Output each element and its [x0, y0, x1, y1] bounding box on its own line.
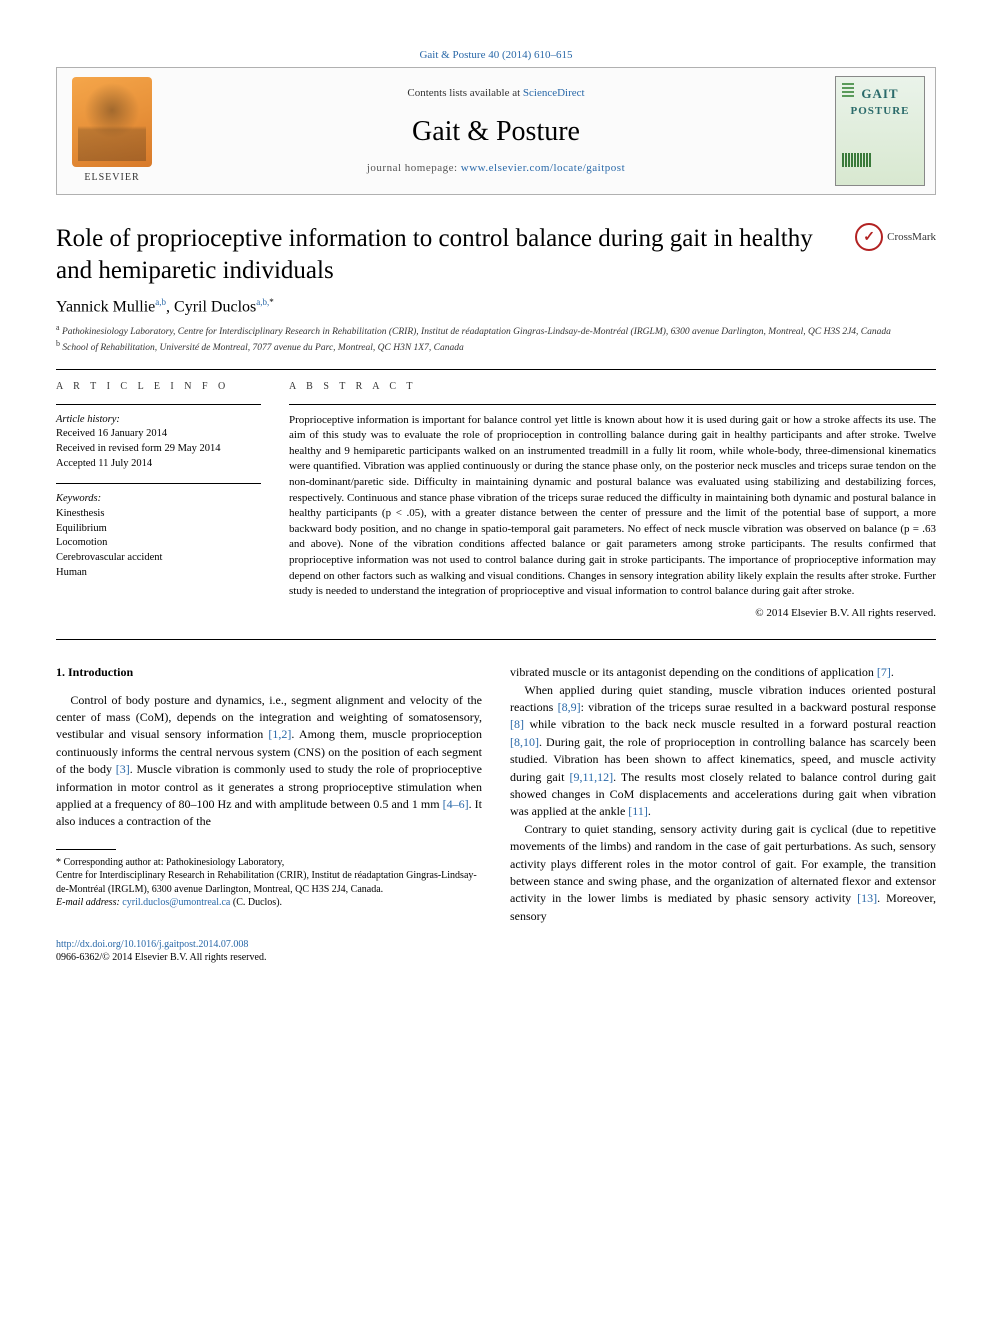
keyword: Kinesthesis [56, 507, 261, 522]
history-label: Article history: [56, 413, 261, 428]
column-left: 1. Introduction Control of body posture … [56, 664, 482, 965]
ref-link[interactable]: [9,11,12] [570, 770, 614, 784]
history-received: Received 16 January 2014 [56, 427, 261, 442]
author-1-affil: a,b [155, 297, 166, 307]
cover-text-posture: POSTURE [851, 104, 910, 119]
abstract-label: A B S T R A C T [289, 380, 936, 394]
article-info-column: A R T I C L E I N F O Article history: R… [56, 380, 261, 622]
journal-cover: GAIT POSTURE [825, 68, 935, 194]
contents-line: Contents lists available at ScienceDirec… [407, 86, 584, 101]
abstract-text: Proprioceptive information is important … [289, 413, 936, 600]
keyword: Locomotion [56, 536, 261, 551]
affiliation-b: School of Rehabilitation, Université de … [62, 343, 463, 353]
journal-title: Gait & Posture [412, 112, 580, 151]
doi-block: http://dx.doi.org/10.1016/j.gaitpost.201… [56, 938, 482, 965]
homepage-line: journal homepage: www.elsevier.com/locat… [367, 161, 625, 176]
ref-link[interactable]: [8,10] [510, 735, 539, 749]
abstract-column: A B S T R A C T Proprioceptive informati… [289, 380, 936, 622]
ref-link[interactable]: [8] [510, 717, 524, 731]
contents-prefix: Contents lists available at [407, 87, 522, 99]
affiliation-a: Pathokinesiology Laboratory, Centre for … [62, 327, 891, 337]
footnote-separator [56, 849, 116, 850]
divider [56, 639, 936, 640]
cover-image: GAIT POSTURE [835, 76, 925, 186]
divider [56, 404, 261, 405]
crossmark-icon [855, 223, 883, 251]
ref-link[interactable]: [4–6] [443, 797, 469, 811]
ref-link[interactable]: [7] [877, 665, 891, 679]
article-title: Role of proprioceptive information to co… [56, 223, 843, 286]
divider [56, 483, 261, 484]
homepage-link[interactable]: www.elsevier.com/locate/gaitpost [461, 162, 625, 174]
body-paragraph: vibrated muscle or its antagonist depend… [510, 664, 936, 681]
author-2: , Cyril Duclos [166, 298, 256, 315]
ref-link[interactable]: [3] [116, 762, 130, 776]
divider [289, 404, 936, 405]
keywords-block: Keywords: Kinesthesis Equilibrium Locomo… [56, 492, 261, 580]
divider [56, 369, 936, 370]
crossmark-badge[interactable]: CrossMark [855, 223, 936, 251]
column-right: vibrated muscle or its antagonist depend… [510, 664, 936, 965]
section-heading: 1. Introduction [56, 664, 482, 681]
corresponding-footnote: * Corresponding author at: Pathokinesiol… [56, 856, 482, 910]
body-paragraph: When applied during quiet standing, musc… [510, 682, 936, 821]
ref-link[interactable]: [8,9] [558, 700, 581, 714]
ref-link[interactable]: [11] [628, 804, 648, 818]
authors: Yannick Mulliea,b, Cyril Duclosa,b,* [56, 296, 936, 319]
ref-link[interactable]: [13] [857, 891, 877, 905]
crossmark-label: CrossMark [887, 230, 936, 245]
history-revised: Received in revised form 29 May 2014 [56, 442, 261, 457]
history-accepted: Accepted 11 July 2014 [56, 457, 261, 472]
sciencedirect-link[interactable]: ScienceDirect [523, 87, 585, 99]
citation-link[interactable]: Gait & Posture 40 (2014) 610–615 [56, 48, 936, 63]
author-1: Yannick Mullie [56, 298, 155, 315]
body-columns: 1. Introduction Control of body posture … [56, 664, 936, 965]
email-link[interactable]: cyril.duclos@umontreal.ca [122, 897, 230, 908]
doi-link[interactable]: http://dx.doi.org/10.1016/j.gaitpost.201… [56, 939, 248, 950]
elsevier-tree-icon [72, 77, 152, 167]
elsevier-logo: ELSEVIER [57, 68, 167, 194]
journal-header: ELSEVIER Contents lists available at Sci… [56, 67, 936, 195]
cover-text-gait: GAIT [861, 85, 898, 103]
keywords-label: Keywords: [56, 492, 261, 507]
elsevier-label: ELSEVIER [84, 171, 139, 185]
ref-link[interactable]: [1,2] [268, 727, 291, 741]
article-info-label: A R T I C L E I N F O [56, 380, 261, 394]
issn-copyright: 0966-6362/© 2014 Elsevier B.V. All right… [56, 952, 266, 963]
corresponding-star: * [269, 297, 274, 307]
article-history: Article history: Received 16 January 201… [56, 413, 261, 472]
abstract-copyright: © 2014 Elsevier B.V. All rights reserved… [289, 606, 936, 621]
keyword: Cerebrovascular accident [56, 551, 261, 566]
homepage-prefix: journal homepage: [367, 162, 461, 174]
author-2-affil: a,b, [256, 297, 269, 307]
affiliations: a Pathokinesiology Laboratory, Centre fo… [56, 323, 936, 355]
body-paragraph: Contrary to quiet standing, sensory acti… [510, 821, 936, 925]
header-center: Contents lists available at ScienceDirec… [167, 68, 825, 194]
keyword: Human [56, 566, 261, 581]
keyword: Equilibrium [56, 522, 261, 537]
body-paragraph: Control of body posture and dynamics, i.… [56, 692, 482, 831]
